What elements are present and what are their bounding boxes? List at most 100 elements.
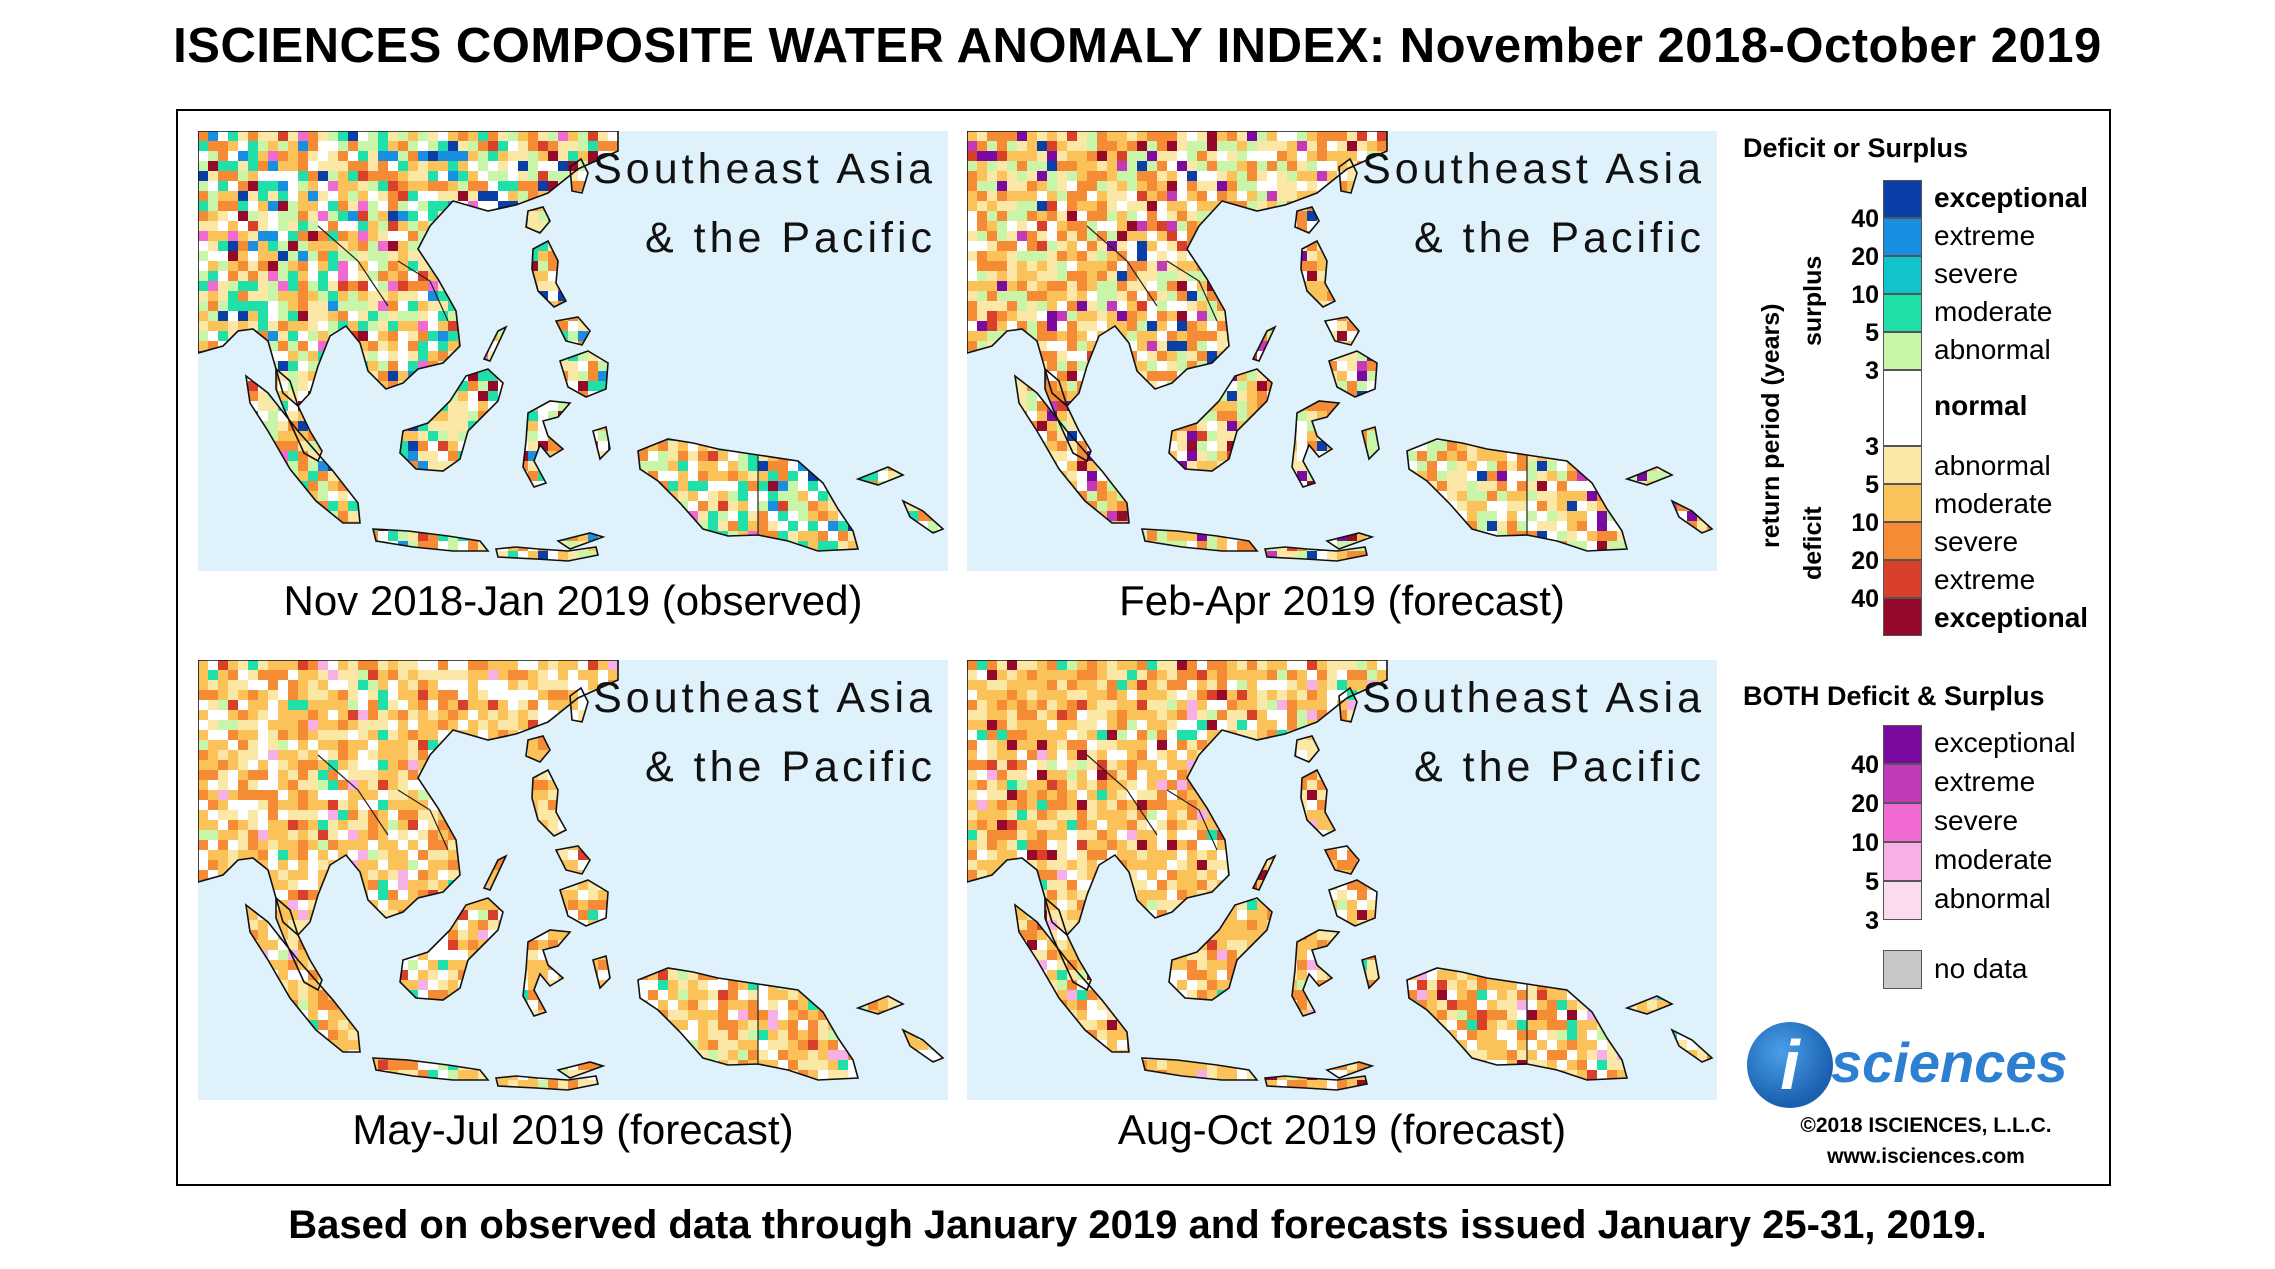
land-maluku bbox=[592, 954, 611, 990]
panel-caption: May-Jul 2019 (forecast) bbox=[352, 1106, 794, 1153]
land-luzon bbox=[531, 768, 568, 837]
tick-label: 5 bbox=[1865, 471, 1879, 499]
land-java bbox=[371, 528, 490, 552]
land-sulawesi bbox=[1291, 400, 1341, 488]
land-mainland-asia bbox=[967, 131, 1388, 408]
land-sulawesi bbox=[522, 929, 572, 1017]
legend-swatch bbox=[1883, 294, 1922, 332]
logo-i-mark: i bbox=[1747, 1022, 1833, 1108]
class-label: abnormal bbox=[1934, 450, 2051, 481]
isciences-logo: i sciences bbox=[1741, 1022, 2101, 1112]
class-label: severe bbox=[1934, 805, 2019, 836]
logo-wordmark: sciences bbox=[1831, 1031, 2068, 1094]
land-hainan bbox=[525, 206, 551, 234]
land-taiwan bbox=[1338, 157, 1358, 194]
tick-label: 3 bbox=[1865, 907, 1879, 935]
land-borneo bbox=[399, 897, 504, 1001]
land-mainland-asia bbox=[198, 660, 619, 937]
legend-swatch bbox=[1883, 522, 1922, 560]
land-java bbox=[1140, 528, 1259, 552]
land-luzon bbox=[1300, 768, 1337, 837]
legend-swatch bbox=[1883, 560, 1922, 598]
legend-swatch bbox=[1883, 180, 1922, 218]
class-label: abnormal bbox=[1934, 334, 2051, 365]
legend-swatch-nodata bbox=[1883, 950, 1922, 989]
land-timor bbox=[1325, 1061, 1375, 1079]
land-mindanao bbox=[559, 350, 609, 398]
border-line bbox=[1086, 225, 1158, 307]
tick-label: 40 bbox=[1851, 585, 1879, 613]
land-visayas bbox=[1323, 316, 1360, 346]
land-sumatra bbox=[244, 903, 361, 1053]
region-label: Southeast Asia & the Pacific bbox=[1362, 674, 1705, 791]
border-line bbox=[317, 225, 389, 307]
land-malay-peninsula bbox=[275, 896, 323, 992]
land-palawan bbox=[482, 325, 508, 362]
legend-swatch bbox=[1883, 446, 1922, 484]
class-label: normal bbox=[1934, 390, 2028, 421]
legend-swatch bbox=[1883, 256, 1922, 294]
map-title: ISCIENCES COMPOSITE WATER ANOMALY INDEX:… bbox=[173, 19, 2102, 73]
class-label: exceptional bbox=[1934, 727, 2076, 758]
class-label: extreme bbox=[1934, 564, 2036, 595]
legend-swatch bbox=[1883, 842, 1922, 881]
region-label: Southeast Asia & the Pacific bbox=[593, 674, 936, 791]
map-panel-nov-jan: Southeast Asia & the Pacific Nov 2018-Jan… bbox=[198, 131, 948, 625]
tick-label: 40 bbox=[1851, 751, 1879, 779]
legend-swatch bbox=[1883, 881, 1922, 920]
axis-label: return period (years) bbox=[1757, 303, 1785, 548]
footer-note: Based on observed data through January 2… bbox=[288, 1203, 1987, 1247]
land-new-britain bbox=[855, 466, 905, 486]
class-label: extreme bbox=[1934, 220, 2036, 251]
legend-swatch bbox=[1883, 598, 1922, 636]
tick-label: 20 bbox=[1851, 790, 1879, 818]
legend-swatch bbox=[1883, 484, 1922, 522]
website: www.isciences.com bbox=[1827, 1145, 2025, 1168]
region-label: Southeast Asia & the Pacific bbox=[593, 145, 936, 262]
tick-label: 3 bbox=[1865, 357, 1879, 385]
deficit-label: deficit bbox=[1799, 506, 1827, 580]
land-borneo bbox=[399, 368, 504, 472]
land-lesser-sunda bbox=[1263, 1075, 1368, 1091]
land-new-britain bbox=[1624, 466, 1674, 486]
land-solomon bbox=[901, 499, 945, 534]
land-malay-peninsula bbox=[275, 367, 323, 463]
class-label: moderate bbox=[1934, 844, 2053, 875]
land-sumatra bbox=[1013, 903, 1130, 1053]
land-new-britain bbox=[1624, 995, 1674, 1015]
class-label: abnormal bbox=[1934, 883, 2051, 914]
tick-label: 3 bbox=[1865, 433, 1879, 461]
land-palawan bbox=[1251, 325, 1277, 362]
panel-caption: Aug-Oct 2019 (forecast) bbox=[1117, 1106, 1567, 1153]
land-malay-peninsula bbox=[1044, 367, 1092, 463]
class-label: moderate bbox=[1934, 296, 2053, 327]
region-label: Southeast Asia & the Pacific bbox=[1362, 145, 1705, 262]
land-new-guinea bbox=[637, 438, 860, 552]
tick-label: 10 bbox=[1851, 509, 1879, 537]
land-maluku bbox=[592, 425, 611, 461]
land-palawan bbox=[1251, 854, 1277, 891]
panel-caption: Nov 2018-Jan 2019 (observed) bbox=[283, 577, 863, 624]
class-label: exceptional bbox=[1934, 602, 2089, 633]
land-taiwan bbox=[1338, 686, 1358, 723]
border-line bbox=[397, 260, 449, 322]
map-panel-may-jul: Southeast Asia & the Pacific May-Jul 2019… bbox=[198, 660, 948, 1154]
land-solomon bbox=[1670, 499, 1714, 534]
land-palawan bbox=[482, 854, 508, 891]
land-timor bbox=[556, 532, 606, 550]
legend-swatch bbox=[1883, 218, 1922, 256]
class-label: severe bbox=[1934, 526, 2019, 557]
land-hainan bbox=[525, 735, 551, 763]
land-solomon bbox=[1670, 1028, 1714, 1063]
tick-label: 5 bbox=[1865, 868, 1879, 896]
land-sumatra bbox=[1013, 374, 1130, 524]
land-taiwan bbox=[569, 686, 589, 723]
tick-label: 10 bbox=[1851, 281, 1879, 309]
land-luzon bbox=[1300, 239, 1337, 308]
legend: Deficit or Surplus return period (years)… bbox=[1741, 128, 2111, 1178]
land-borneo bbox=[1168, 897, 1273, 1001]
tick-label: 10 bbox=[1851, 829, 1879, 857]
land-visayas bbox=[554, 316, 591, 346]
land-mainland-asia bbox=[967, 660, 1388, 937]
panel-caption: Feb-Apr 2019 (forecast) bbox=[1119, 577, 1565, 624]
